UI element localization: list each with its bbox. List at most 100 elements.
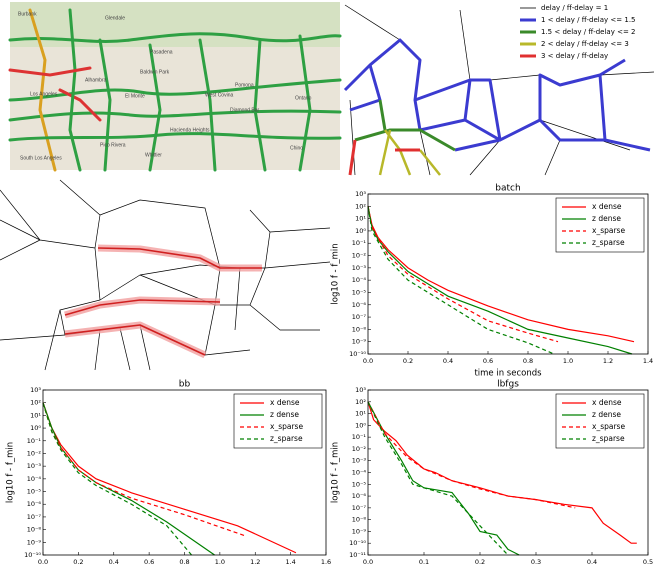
chart-title: batch <box>495 184 520 194</box>
map-label: Los Angeles <box>30 91 58 97</box>
y-tick-label: 10⁻⁵ <box>352 288 367 296</box>
y-tick-label: 10⁻³ <box>352 264 367 272</box>
map-label: Ontario <box>295 95 312 101</box>
x-tick-label: 0.4 <box>109 558 119 566</box>
x-tick-label: 1.6 <box>321 558 331 566</box>
y-tick-label: 10⁻⁵ <box>27 488 42 496</box>
x-tick-label: 0.3 <box>531 558 541 566</box>
y-tick-label: 10⁻⁴ <box>352 276 367 284</box>
map-label: Alhambra <box>85 77 107 83</box>
map-label: Hacienda Heights <box>170 127 210 133</box>
y-tick-label: 10¹ <box>355 410 366 418</box>
y-tick-label: 10⁻⁵ <box>352 480 367 488</box>
y-tick-label: 10⁻¹¹ <box>349 551 366 559</box>
legend-label: x dense <box>592 202 622 211</box>
map-label: Pomona <box>235 82 254 88</box>
y-tick-label: 10³ <box>30 386 41 394</box>
y-tick-label: 10⁻¹ <box>352 239 367 247</box>
x-tick-label: 1.4 <box>643 357 653 365</box>
x-tick-label: 0.5 <box>643 558 653 566</box>
map-label: Diamond Bar <box>230 107 260 113</box>
y-tick-label: 10⁻⁴ <box>27 475 42 483</box>
x-tick-label: 0.4 <box>443 357 453 365</box>
x-tick-label: 1.2 <box>250 558 260 566</box>
map-label: El Monte <box>125 93 145 99</box>
y-tick-label: 10⁻¹ <box>352 433 367 441</box>
series-line <box>43 403 246 537</box>
y-tick-label: 10⁻⁶ <box>352 492 367 500</box>
x-tick-label: 0.8 <box>523 357 533 365</box>
y-tick-label: 10² <box>355 398 366 406</box>
y-tick-label: 10⁻⁹ <box>352 527 367 535</box>
series-line <box>43 403 192 555</box>
y-tick-label: 10⁻⁸ <box>352 516 367 524</box>
y-tick-label: 10⁻⁷ <box>27 513 42 521</box>
legend-label: 3 < delay / ff-delay <box>541 52 608 60</box>
y-tick-label: 10⁻⁸ <box>27 526 42 534</box>
y-tick-label: 10⁻¹⁰ <box>349 539 366 547</box>
chart-title: bb <box>179 380 191 390</box>
y-tick-label: 10⁻¹⁰ <box>349 350 366 358</box>
x-tick-label: 0.2 <box>403 357 413 365</box>
y-tick-label: 10³ <box>355 190 366 198</box>
map-label: Chino <box>290 145 303 151</box>
x-tick-label: 0.0 <box>38 558 48 566</box>
series-line <box>368 402 519 555</box>
map-label: Pasadena <box>150 49 173 55</box>
map-label: Burbank <box>18 11 37 17</box>
legend-label: z dense <box>592 214 621 223</box>
y-tick-label: 10⁰ <box>30 424 41 432</box>
y-tick-label: 10⁻² <box>27 449 42 457</box>
map-label: West Covina <box>205 92 233 98</box>
series-line <box>368 402 575 508</box>
y-axis-label: log10 f - f_min <box>6 442 16 503</box>
y-tick-label: 10⁻⁹ <box>27 538 42 546</box>
x-tick-label: 1.0 <box>215 558 225 566</box>
y-tick-label: 10² <box>30 399 41 407</box>
x-tick-label: 0.6 <box>144 558 154 566</box>
y-tick-label: 10⁰ <box>355 227 366 235</box>
map-label: Whittier <box>145 152 162 158</box>
y-tick-label: 10⁻⁶ <box>352 301 367 309</box>
x-axis-label: time in seconds <box>474 369 542 379</box>
y-tick-label: 10⁻⁷ <box>352 504 367 512</box>
legend-label: z dense <box>270 410 299 419</box>
map-label: Baldwin Park <box>140 69 170 75</box>
y-tick-label: 10¹ <box>30 411 41 419</box>
y-tick-label: 10⁻⁶ <box>27 500 42 508</box>
x-tick-label: 0.2 <box>475 558 485 566</box>
y-tick-label: 10⁻² <box>352 445 367 453</box>
y-tick-label: 10⁻¹ <box>27 437 42 445</box>
legend-label: x dense <box>270 398 300 407</box>
y-tick-label: 10⁻⁸ <box>352 325 367 333</box>
y-tick-label: 10² <box>355 202 366 210</box>
x-tick-label: 0.0 <box>363 558 373 566</box>
x-tick-label: 1.4 <box>285 558 295 566</box>
x-tick-label: 0.6 <box>483 357 493 365</box>
series-line <box>368 206 554 354</box>
x-tick-label: 0.0 <box>363 357 373 365</box>
legend-label: 1.5 < delay / ff-delay <= 2 <box>541 28 636 36</box>
y-tick-label: 10³ <box>355 386 366 394</box>
y-tick-label: 10⁻¹⁰ <box>24 551 41 559</box>
network-paths <box>0 180 330 370</box>
legend-label: z_sparse <box>592 434 625 443</box>
y-axis-label: log10 f - f_min <box>331 243 341 304</box>
x-tick-label: 0.1 <box>419 558 429 566</box>
legend-label: 2 < delay / ff-delay <= 3 <box>541 40 629 48</box>
legend-label: x_sparse <box>592 422 625 431</box>
x-tick-label: 1.0 <box>563 357 573 365</box>
y-tick-label: 10⁻⁷ <box>352 313 367 321</box>
legend-label: x_sparse <box>270 422 303 431</box>
y-tick-label: 10⁻⁴ <box>352 469 367 477</box>
chart-title: lbfgs <box>497 380 519 390</box>
series-line <box>43 403 215 555</box>
map-label: South Los Angeles <box>20 155 62 161</box>
figure: BurbankGlendalePasadenaAlhambraLos Angel… <box>0 0 654 569</box>
map-label: Pico Rivera <box>100 142 126 148</box>
y-tick-label: 10⁻² <box>352 252 367 260</box>
legend-label: x dense <box>592 398 622 407</box>
series-line <box>368 402 508 555</box>
x-tick-label: 1.2 <box>603 357 613 365</box>
